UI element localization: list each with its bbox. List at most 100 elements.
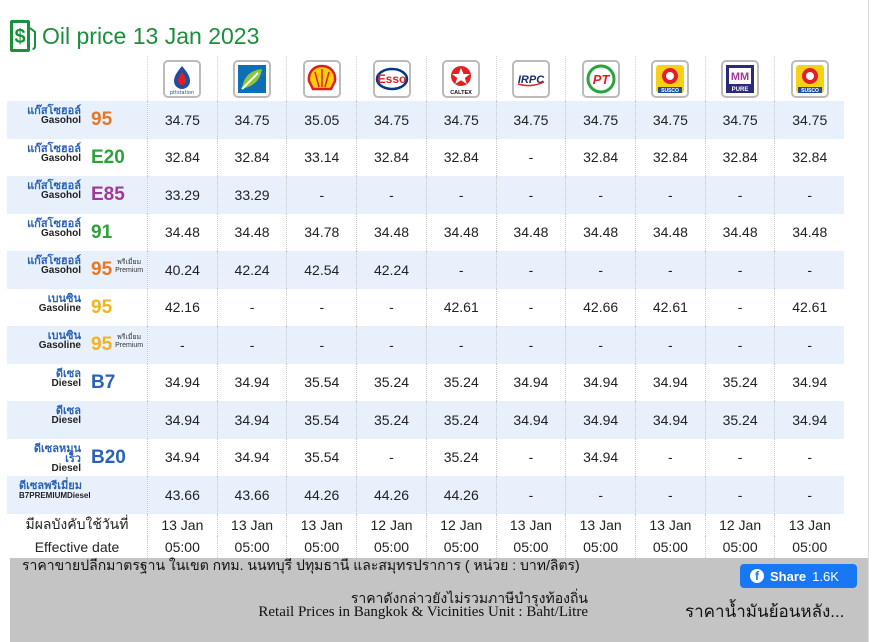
facebook-share-button[interactable]: f Share 1.6K <box>740 564 857 588</box>
price-cell: - <box>426 326 497 364</box>
price-cell: - <box>807 449 813 466</box>
product-name-thai: ดีเซลหมุนเร็ว <box>33 442 81 465</box>
caltex-logo-icon: CALTEX <box>442 59 481 98</box>
price-cell: 34.75 <box>565 101 637 139</box>
price-cell: - <box>705 251 776 289</box>
price-cell: - <box>426 176 497 214</box>
price-cell: 34.75 <box>635 101 706 139</box>
price-cell: 32.84 <box>705 138 776 176</box>
footer: ราคาขายปลีกมาตรฐาน ในเขต กทม. นนทบุรี ปท… <box>10 558 868 642</box>
effective-cell: 05:00 <box>635 535 706 558</box>
price-cell: 32.84 <box>356 138 427 176</box>
product-name-thai: เบนซิน <box>47 330 81 342</box>
product-name: เบนซิน Gasoline <box>23 331 81 351</box>
product-code: B7 <box>91 371 116 393</box>
product-name-thai: ดีเซล <box>55 367 81 380</box>
price-cell: 34.94 <box>565 401 637 439</box>
price-cell: 34.75 <box>147 101 218 139</box>
price-cell: - <box>705 288 776 326</box>
price-cell: 34.75 <box>426 101 497 139</box>
price-cell: - <box>774 176 844 214</box>
price-cell: 42.61 <box>792 299 828 316</box>
price-cell: 34.78 <box>286 213 358 251</box>
price-history-link[interactable]: ราคาน้ำมันย้อนหลัง... <box>685 602 845 621</box>
price-cell: 33.29 <box>217 176 288 214</box>
effective-cell: 05:00 <box>496 535 567 558</box>
effective-cell: 05:00 <box>356 535 427 558</box>
product-name: ดีเซลหมุนเร็ว Diesel <box>23 442 81 474</box>
price-cell: 35.24 <box>426 438 497 476</box>
bangchak-logo-icon <box>233 59 272 98</box>
price-cell: 32.84 <box>792 149 828 166</box>
product-name-thai: ดีเซลพรีเมี่ยม <box>19 480 82 492</box>
susco-logo-icon: SUSCO <box>651 59 690 98</box>
price-cell: - <box>705 438 776 476</box>
price-cell: 43.66 <box>147 476 218 514</box>
price-cell: - <box>426 251 497 289</box>
product-name-english: Gasohol <box>40 115 81 126</box>
product-name-english: Gasohol <box>40 152 81 164</box>
price-cell: 34.94 <box>792 374 828 391</box>
product-label: ดีเซลหมุนเร็ว Diesel B20 <box>7 438 148 476</box>
price-cell: 35.24 <box>705 401 776 439</box>
price-cell: 42.54 <box>286 251 358 289</box>
product-code: 95 <box>91 109 113 130</box>
price-cell: 32.84 <box>635 138 706 176</box>
product-name: แก๊สโซฮอล์ Gasohol <box>23 181 81 201</box>
price-cell: 35.54 <box>286 401 358 439</box>
price-cell: - <box>635 326 706 364</box>
svg-text:pttstation: pttstation <box>170 90 194 95</box>
product-label: แก๊สโซฮอล์ Gasohol E85 <box>7 176 148 214</box>
price-cell: - <box>496 288 567 326</box>
brand-cell <box>217 56 288 101</box>
product-label: แก๊สโซฮอล์ Gasohol E20 <box>7 138 148 176</box>
product-name: แก๊สโซฮอล์ Gasohol <box>23 106 81 126</box>
price-cell: - <box>496 326 567 364</box>
brand-logo-row: pttstation Esso CALTEX IRPC PT SUSCO MM PURE SUS… <box>7 56 844 101</box>
price-cell: 34.94 <box>147 401 218 439</box>
price-cell: 44.26 <box>356 476 427 514</box>
effective-cell: 13 Jan <box>635 513 706 536</box>
product-name-thai: ดีเซล <box>55 405 81 417</box>
table-row: ดีเซล Diesel 34.94 34.94 35.54 35.24 35.24 34.9… <box>7 401 844 439</box>
price-cell: 42.24 <box>217 251 288 289</box>
price-cell: - <box>635 438 706 476</box>
table-row: แก๊สโซฮอล์ Gasohol 95 34.75 34.75 35.05 34.75 3… <box>7 101 844 139</box>
product-code: 91 <box>91 221 113 243</box>
share-label: Share <box>770 568 807 584</box>
corner-cell <box>7 56 148 101</box>
product-name: ดีเซลพรีเมี่ยม B7PREMIUMDiesel <box>19 481 99 501</box>
product-name: แก๊สโซฮอล์ Gasohol <box>23 256 81 276</box>
price-cell: 34.48 <box>496 213 567 251</box>
table-row: เบนซิน Gasoline 95 42.16- - -42.61-42.66 42.61… <box>7 288 844 326</box>
product-code: 95 พรีเมี่ยม Premium <box>91 334 144 355</box>
price-cell: - <box>286 326 358 364</box>
price-cell: - <box>565 176 637 214</box>
product-name: ดีเซล Diesel <box>23 406 81 426</box>
svg-text:$: $ <box>14 26 25 48</box>
effective-cell: 12 Jan <box>705 513 776 536</box>
price-cell: 32.84 <box>565 138 637 176</box>
price-cell: 42.16 <box>147 288 218 326</box>
svg-text:PT: PT <box>592 72 610 87</box>
product-label: เบนซิน Gasoline 95 <box>7 288 148 326</box>
price-cell: - <box>286 288 358 326</box>
price-cell: 35.24 <box>426 401 497 439</box>
table-row: ดีเซลหมุนเร็ว Diesel B20 34.94 34.94 35.54-35… <box>7 438 844 476</box>
effective-cell: 05:00 <box>217 535 288 558</box>
price-cell: 34.94 <box>217 363 288 401</box>
price-cell: 34.48 <box>565 213 637 251</box>
price-cell: 35.24 <box>356 363 427 401</box>
product-code: E85 <box>91 184 125 205</box>
price-cell: - <box>774 476 844 514</box>
price-cell: 34.48 <box>705 213 776 251</box>
brand-cell: Esso <box>356 56 427 101</box>
price-cell: - <box>565 251 637 289</box>
price-cell: - <box>705 326 776 364</box>
price-cell: 34.75 <box>774 101 844 139</box>
product-name: เบนซิน Gasoline <box>23 292 81 314</box>
effective-cell: 13 Jan <box>788 516 831 533</box>
effective-cell: 05:00 <box>705 535 776 558</box>
product-name-thai: เบนซิน <box>47 292 81 305</box>
price-cell: - <box>496 138 567 176</box>
